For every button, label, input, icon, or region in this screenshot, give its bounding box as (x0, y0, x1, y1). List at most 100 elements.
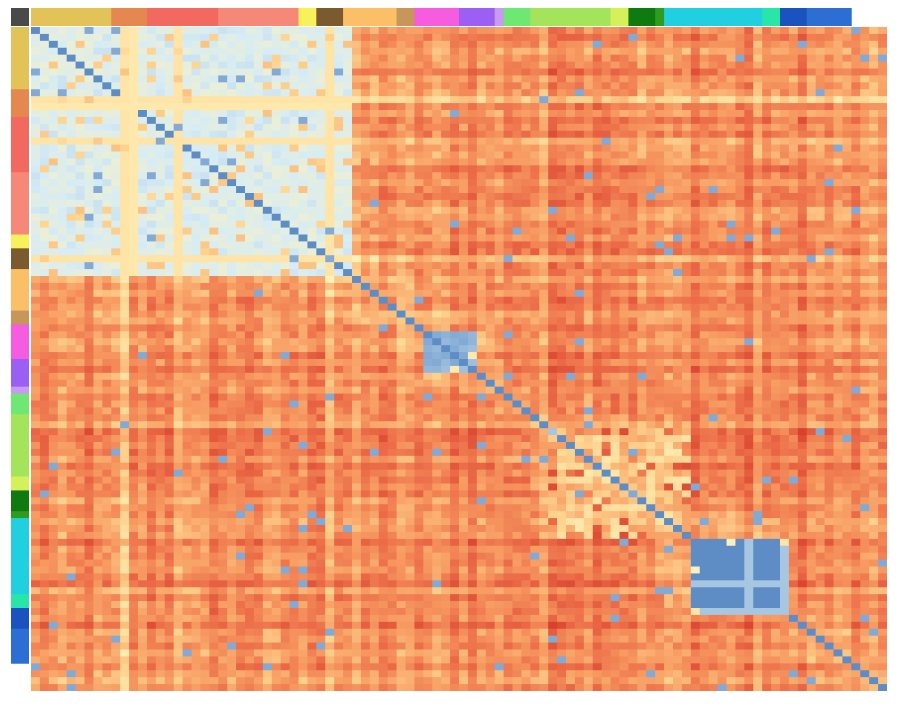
heatmap-cell (209, 82, 219, 90)
heatmap-cell (806, 227, 817, 235)
heatmap-cell (57, 40, 68, 49)
heatmap-cell (271, 262, 282, 270)
corner-swatch (11, 8, 29, 26)
heatmap-cell (860, 158, 870, 166)
heatmap-cell (530, 206, 540, 215)
heatmap-cell (120, 144, 130, 152)
heatmap-cell (548, 137, 558, 145)
heatmap-cell (664, 199, 674, 208)
top-group-swatch-9 (414, 8, 460, 26)
heatmap-cell (851, 186, 861, 194)
heatmap-cell (726, 144, 736, 152)
heatmap-cell (200, 130, 210, 139)
heatmap-cell (708, 33, 718, 42)
heatmap-cell (735, 199, 745, 208)
heatmap-cell (245, 206, 255, 215)
heatmap-cell (878, 165, 887, 173)
heatmap-cell (111, 61, 121, 69)
heatmap-cell (111, 276, 121, 284)
heatmap-cell (664, 289, 674, 298)
heatmap-cell (343, 365, 353, 374)
heatmap-cell (289, 234, 299, 242)
heatmap-cell (316, 144, 326, 152)
heatmap-cell (842, 75, 852, 83)
heatmap-cell (459, 227, 469, 235)
heatmap-cell (521, 75, 531, 83)
heatmap-cell (771, 61, 781, 69)
heatmap-cell (316, 130, 326, 139)
heatmap-cell (467, 82, 478, 90)
heatmap-cell (253, 27, 264, 35)
heatmap-cell (352, 123, 362, 132)
heatmap-cell (396, 206, 406, 215)
heatmap-cell (815, 144, 825, 152)
heatmap-cell (84, 130, 94, 139)
heatmap-cell (539, 269, 549, 277)
heatmap-cell (833, 331, 843, 339)
heatmap-cell (84, 75, 94, 83)
heatmap-cell (583, 193, 594, 201)
heatmap-cell (66, 158, 76, 166)
heatmap-cell (521, 144, 531, 152)
heatmap-cell (815, 345, 825, 353)
heatmap-cell (369, 289, 380, 298)
heatmap-cell (218, 116, 228, 125)
heatmap-cell (806, 89, 817, 97)
heatmap-cell (797, 103, 808, 111)
heatmap-cell (129, 352, 139, 360)
heatmap-cell (878, 352, 887, 360)
heatmap-cell (476, 206, 487, 215)
heatmap-cell (378, 89, 389, 97)
heatmap-cell (218, 130, 228, 139)
heatmap-cell (646, 269, 656, 277)
heatmap-cell (824, 220, 834, 228)
heatmap-cell (387, 317, 397, 325)
heatmap-cell (289, 172, 299, 180)
heatmap-cell (619, 96, 629, 104)
heatmap-cell (182, 331, 192, 339)
heatmap-cell (182, 372, 192, 381)
heatmap-cell (681, 338, 692, 346)
heatmap-cell (467, 40, 478, 49)
heatmap-cell (860, 338, 870, 346)
heatmap-cell (574, 33, 585, 42)
heatmap-cell (405, 47, 415, 56)
heatmap-cell (84, 269, 94, 277)
heatmap-cell (164, 206, 175, 215)
heatmap-cell (628, 96, 638, 104)
heatmap-cell (396, 144, 406, 152)
heatmap-cell (806, 331, 817, 339)
heatmap-cell (262, 82, 273, 90)
heatmap-cell (450, 213, 460, 222)
heatmap-cell (325, 137, 335, 145)
heatmap-cell (690, 96, 701, 104)
heatmap-cell (583, 331, 594, 339)
heatmap-cell (655, 137, 665, 145)
heatmap-cell (521, 199, 531, 208)
heatmap-cell (191, 213, 201, 222)
heatmap-cell (191, 27, 201, 35)
heatmap-cell (66, 372, 76, 381)
heatmap-cell (102, 103, 112, 111)
heatmap-cell (521, 68, 531, 76)
heatmap-cell (84, 282, 94, 291)
heatmap-cell (592, 75, 603, 83)
heatmap-cell (717, 82, 727, 90)
heatmap-cell (298, 206, 308, 215)
heatmap-cell (690, 345, 701, 353)
heatmap-cell (66, 365, 76, 374)
heatmap-cell (574, 96, 585, 104)
heatmap-cell (664, 123, 674, 132)
heatmap-cell (334, 352, 344, 360)
heatmap-cell (557, 179, 567, 187)
heatmap-cell (75, 27, 85, 35)
heatmap-cell (646, 317, 656, 325)
heatmap-cell (762, 103, 772, 111)
heatmap-cell (31, 262, 41, 270)
heatmap-cell (155, 227, 166, 235)
heatmap-cell (771, 262, 781, 270)
heatmap-cell (369, 75, 380, 83)
heatmap-cell (271, 137, 282, 145)
heatmap-cell (441, 262, 451, 270)
heatmap-cell (574, 262, 585, 270)
